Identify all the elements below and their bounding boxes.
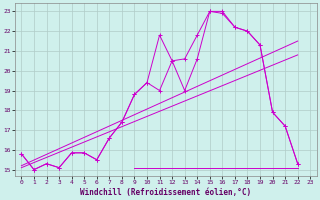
X-axis label: Windchill (Refroidissement éolien,°C): Windchill (Refroidissement éolien,°C)	[80, 188, 252, 197]
